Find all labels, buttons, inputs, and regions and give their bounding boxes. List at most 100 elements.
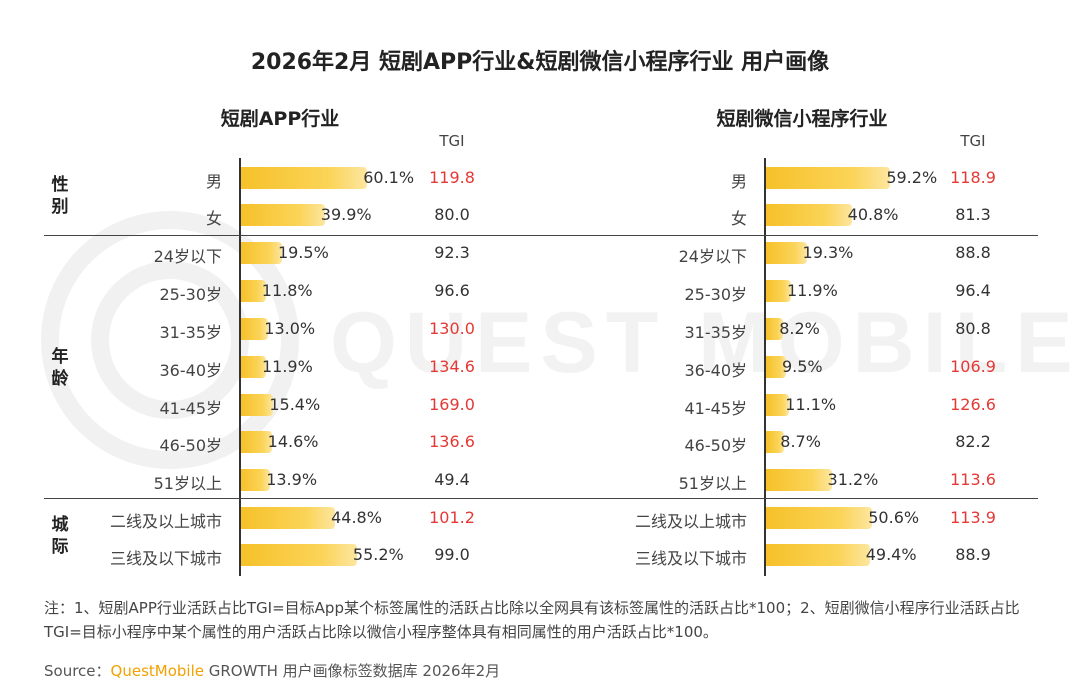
data-label: 19.5% [277,243,329,262]
category-label: 25-30岁 [159,285,223,304]
group-label-bottom: 际 [51,537,69,557]
data-label: 11.8% [261,281,313,300]
group-label-top: 城 [51,515,69,535]
group-label-top: 年 [51,347,69,367]
source-suffix: GROWTH 用户画像标签数据库 2026年2月 [203,662,501,680]
data-label: 15.4% [269,395,321,414]
tgi-value: 113.9 [950,508,996,527]
group-divider [44,498,1038,499]
data-label: 49.4% [865,545,917,564]
tgi-value: 92.3 [434,243,470,262]
data-label: 60.1% [363,168,415,187]
value-axis [764,158,766,576]
data-label: 39.9% [320,205,372,224]
tgi-value: 81.3 [955,205,991,224]
bar [766,544,870,566]
data-label: 11.9% [261,357,313,376]
watermark-logo-icon [41,211,299,469]
bar [766,469,832,491]
tgi-value: 96.4 [955,281,991,300]
bar [766,242,807,264]
tgi-value: 49.4 [434,470,470,489]
bar [241,204,325,226]
bar [766,394,790,416]
panel-title: 短剧APP行业 [220,108,340,130]
category-label: 36-40岁 [159,361,223,380]
data-label: 31.2% [827,470,879,489]
bar [766,280,791,302]
data-label: 55.2% [352,545,404,564]
tgi-value: 88.8 [955,243,991,262]
tgi-value: 134.6 [429,357,475,376]
data-label: 50.6% [868,508,920,527]
category-label: 41-45岁 [684,399,748,418]
bar [241,356,266,378]
bar [241,167,368,189]
category-label: 31-35岁 [684,323,748,342]
tgi-value: 169.0 [429,395,475,414]
bar [766,167,891,189]
category-label: 女 [730,209,747,228]
data-label: 19.3% [802,243,854,262]
tgi-value: 136.6 [429,432,475,451]
bar [766,318,784,340]
group-label-top: 性 [51,175,69,195]
category-label: 24岁以下 [678,247,747,266]
bar [241,242,282,264]
data-label: 59.2% [886,168,938,187]
bar [241,280,266,302]
bar [766,507,873,529]
category-label: 36-40岁 [684,361,748,380]
bar [241,394,274,416]
tgi-value: 80.0 [434,205,470,224]
group-label: 年龄 [48,346,72,390]
group-label-bottom: 别 [51,197,69,217]
tgi-value: 82.2 [955,432,991,451]
group-label-bottom: 龄 [51,369,69,389]
tgi-value: 113.6 [950,470,996,489]
source-brand: QuestMobile [110,662,204,680]
category-label: 31-35岁 [159,323,223,342]
category-label: 三线及以下城市 [109,549,222,568]
data-label: 8.7% [780,432,821,451]
tgi-header: TGI [960,132,986,150]
category-label: 51岁以上 [153,474,222,493]
tgi-value: 96.6 [434,281,470,300]
category-label: 25-30岁 [684,285,748,304]
bar [241,318,269,340]
group-divider [44,235,1038,236]
category-label: 41-45岁 [159,399,223,418]
tgi-value: 130.0 [429,319,475,338]
category-label: 二线及以上城市 [634,512,747,531]
tgi-value: 80.8 [955,319,991,338]
data-label: 9.5% [781,357,823,376]
value-axis [239,158,241,576]
bar [241,469,271,491]
bar [766,431,785,453]
data-label: 14.6% [267,432,319,451]
tgi-value: 99.0 [434,545,470,564]
data-label: 11.9% [786,281,838,300]
svg-text:QUEST MOBILE: QUEST MOBILE [330,295,1080,391]
data-label: 8.2% [779,319,820,338]
bar [766,356,786,378]
tgi-value: 119.8 [429,168,475,187]
data-label: 13.9% [266,470,318,489]
category-label: 46-50岁 [684,436,748,455]
source-line: Source：QuestMobile GROWTH 用户画像标签数据库 2026… [44,660,500,681]
category-label: 51岁以上 [678,474,747,493]
tgi-value: 106.9 [950,357,996,376]
bar [241,507,336,529]
category-label: 男 [730,172,747,191]
category-label: 三线及以下城市 [634,549,747,568]
tgi-header: TGI [439,132,465,150]
bar [241,544,357,566]
category-label: 女 [205,209,222,228]
group-label: 城际 [48,514,72,558]
data-label: 44.8% [331,508,382,527]
panel-title: 短剧微信小程序行业 [716,108,888,130]
tgi-value: 88.9 [955,545,991,564]
tgi-value: 101.2 [429,508,475,527]
category-label: 24岁以下 [153,247,222,266]
